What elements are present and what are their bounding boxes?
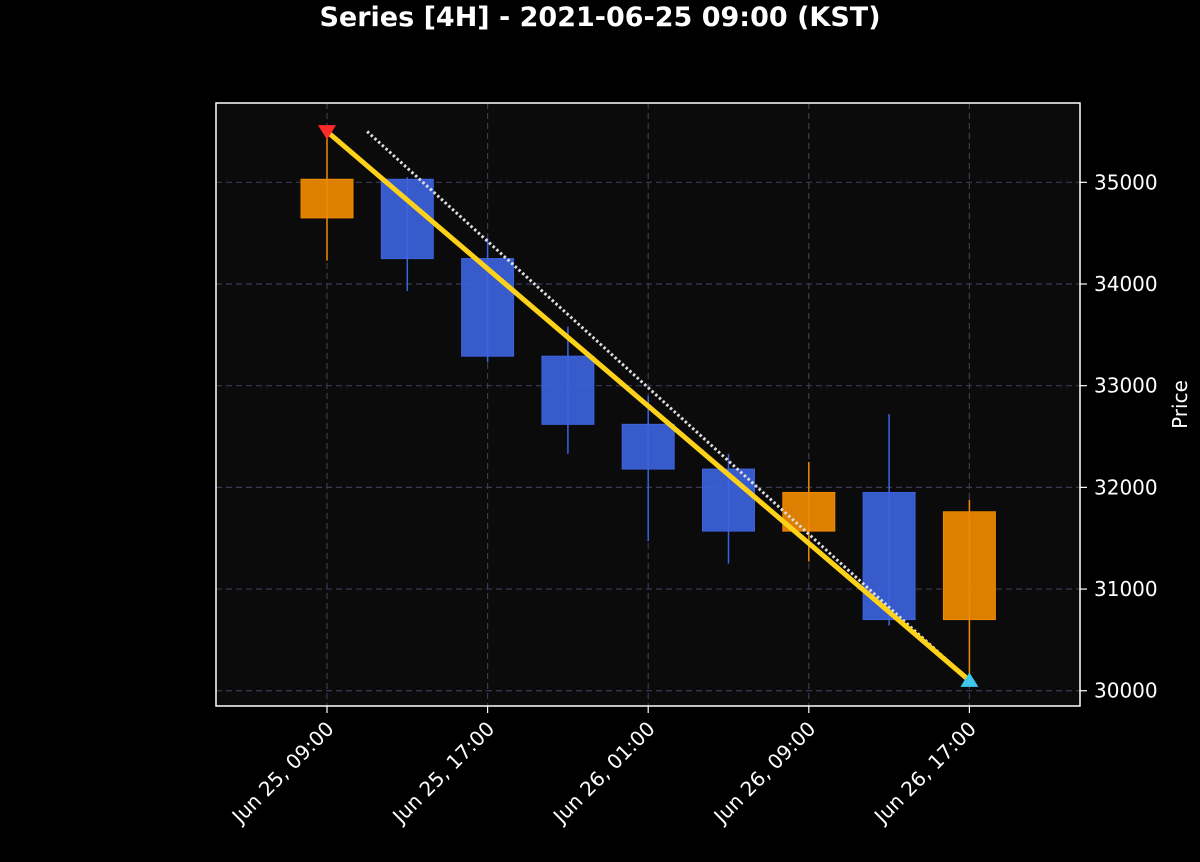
y-tick-label: 34000 bbox=[1094, 272, 1158, 296]
candle-body bbox=[300, 178, 354, 219]
candle bbox=[380, 177, 434, 292]
y-tick-label: 30000 bbox=[1094, 679, 1158, 703]
candle-body bbox=[380, 178, 434, 260]
candle bbox=[461, 238, 515, 363]
candle-body bbox=[541, 355, 595, 425]
end-marker bbox=[960, 672, 979, 687]
x-tick-label: Jun 26, 09:00 bbox=[708, 717, 821, 830]
start-marker bbox=[318, 125, 336, 140]
candle-body bbox=[862, 491, 916, 621]
candles bbox=[300, 131, 996, 681]
y-tick-label: 33000 bbox=[1094, 374, 1158, 398]
y-axis-label: Price bbox=[1168, 380, 1192, 429]
trend-line bbox=[324, 128, 972, 684]
x-tick-label: Jun 25, 09:00 bbox=[226, 717, 339, 830]
candle bbox=[300, 131, 354, 261]
candle bbox=[782, 461, 836, 562]
dotted-line bbox=[366, 130, 971, 682]
trend-lines bbox=[324, 128, 972, 684]
candle-body bbox=[942, 511, 996, 621]
y-tick-label: 31000 bbox=[1094, 577, 1158, 601]
x-tick-label: Jun 26, 17:00 bbox=[868, 717, 981, 830]
candle bbox=[541, 326, 595, 454]
candle bbox=[702, 453, 755, 564]
chart-title: Series [4H] - 2021-06-25 09:00 (KST) bbox=[319, 2, 881, 33]
y-tick-label: 35000 bbox=[1094, 170, 1158, 194]
candle-body bbox=[621, 423, 675, 470]
candle-body bbox=[782, 491, 836, 532]
candle bbox=[621, 395, 675, 542]
markers bbox=[318, 125, 979, 687]
candle bbox=[942, 499, 996, 681]
x-tick-label: Jun 25, 17:00 bbox=[386, 717, 499, 830]
candle-body bbox=[461, 258, 515, 357]
x-tick-label: Jun 26, 01:00 bbox=[547, 717, 660, 830]
y-tick-label: 32000 bbox=[1094, 475, 1158, 499]
candle-body bbox=[702, 468, 755, 532]
